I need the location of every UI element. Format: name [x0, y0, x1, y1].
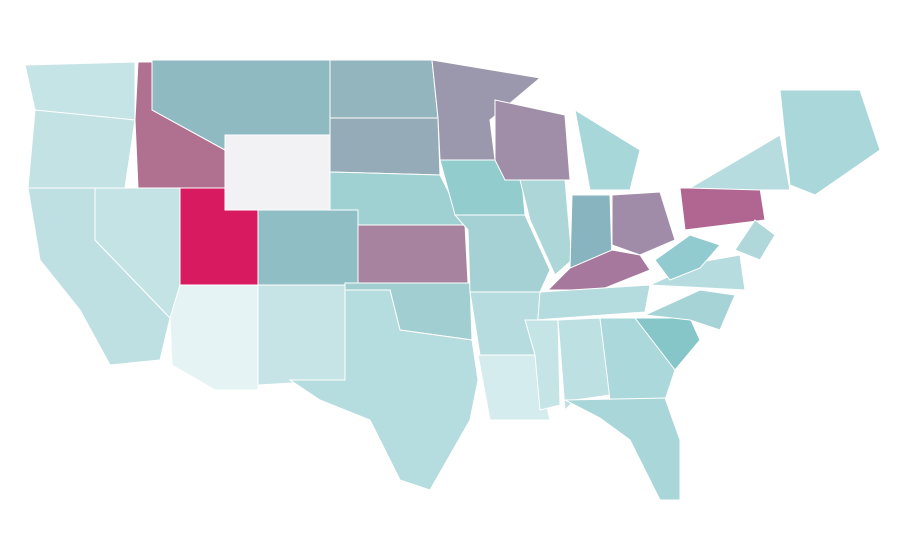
state-region: [564, 397, 681, 501]
state-region: [494, 99, 571, 181]
state-region: [169, 284, 259, 391]
state-region: [688, 134, 791, 191]
state-region: [288, 289, 479, 491]
state-region: [654, 234, 721, 281]
state-region: [257, 209, 359, 286]
state-region: [27, 109, 136, 189]
state-region: [477, 354, 551, 421]
state-region: [557, 317, 611, 412]
state-region: [224, 134, 331, 211]
state-region: [329, 117, 441, 176]
state-region: [779, 89, 881, 196]
state-region: [643, 289, 736, 331]
state-region: [519, 179, 573, 276]
state-region: [611, 191, 676, 256]
state-region: [524, 319, 561, 411]
state-region: [357, 224, 469, 284]
state-region: [734, 219, 776, 261]
state-region: [329, 59, 439, 119]
state-region: [574, 108, 641, 191]
state-region: [257, 284, 346, 386]
